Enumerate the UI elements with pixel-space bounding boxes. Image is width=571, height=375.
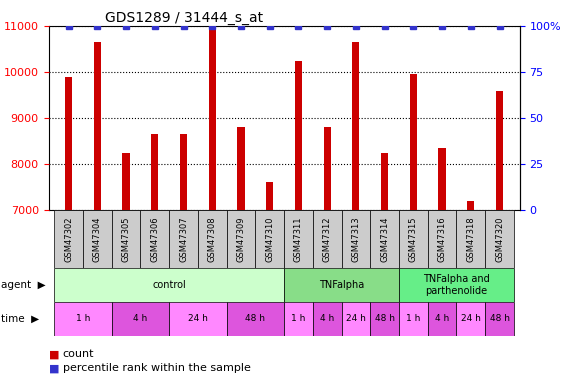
Text: 48 h: 48 h bbox=[246, 314, 266, 323]
Text: 48 h: 48 h bbox=[489, 314, 509, 323]
Bar bbox=[324, 128, 331, 210]
Bar bbox=[54, 302, 112, 336]
Bar bbox=[238, 128, 244, 210]
Bar bbox=[54, 210, 83, 268]
Bar bbox=[341, 302, 370, 336]
Text: GSM47309: GSM47309 bbox=[236, 216, 246, 262]
Bar bbox=[313, 210, 341, 268]
Bar bbox=[313, 302, 341, 336]
Bar bbox=[112, 302, 169, 336]
Bar bbox=[227, 210, 255, 268]
Bar bbox=[485, 302, 514, 336]
Text: GSM47314: GSM47314 bbox=[380, 216, 389, 262]
Text: GSM47302: GSM47302 bbox=[64, 216, 73, 262]
Text: 48 h: 48 h bbox=[375, 314, 395, 323]
Text: GSM47315: GSM47315 bbox=[409, 216, 418, 262]
Bar bbox=[467, 201, 475, 210]
Text: 4 h: 4 h bbox=[320, 314, 334, 323]
Text: 4 h: 4 h bbox=[133, 314, 147, 323]
Bar bbox=[94, 42, 101, 210]
Bar bbox=[151, 134, 158, 210]
Text: GSM47312: GSM47312 bbox=[323, 216, 332, 262]
Bar bbox=[295, 61, 302, 210]
Text: 24 h: 24 h bbox=[188, 314, 208, 323]
Text: GSM47316: GSM47316 bbox=[437, 216, 447, 262]
Text: ■: ■ bbox=[49, 350, 59, 359]
Bar bbox=[341, 210, 370, 268]
Text: 1 h: 1 h bbox=[291, 314, 305, 323]
Bar bbox=[428, 210, 456, 268]
Bar bbox=[485, 210, 514, 268]
Bar bbox=[180, 134, 187, 210]
Text: GSM47320: GSM47320 bbox=[495, 216, 504, 262]
Text: GSM47318: GSM47318 bbox=[467, 216, 475, 262]
Text: GSM47308: GSM47308 bbox=[208, 216, 217, 262]
Bar bbox=[266, 183, 274, 210]
Bar bbox=[169, 302, 227, 336]
Text: GSM47304: GSM47304 bbox=[93, 216, 102, 262]
Bar bbox=[284, 302, 313, 336]
Text: 1 h: 1 h bbox=[406, 314, 420, 323]
Bar bbox=[496, 91, 503, 210]
Text: 4 h: 4 h bbox=[435, 314, 449, 323]
Bar bbox=[439, 148, 445, 210]
Bar bbox=[284, 210, 313, 268]
Text: TNFalpha and
parthenolide: TNFalpha and parthenolide bbox=[423, 274, 490, 296]
Bar bbox=[140, 210, 169, 268]
Bar bbox=[381, 153, 388, 210]
Text: 24 h: 24 h bbox=[346, 314, 366, 323]
Text: GDS1289 / 31444_s_at: GDS1289 / 31444_s_at bbox=[105, 11, 263, 25]
Bar bbox=[284, 268, 399, 302]
Text: GSM47313: GSM47313 bbox=[351, 216, 360, 262]
Bar bbox=[370, 302, 399, 336]
Bar bbox=[112, 210, 140, 268]
Bar bbox=[428, 302, 456, 336]
Text: count: count bbox=[63, 350, 94, 359]
Bar bbox=[456, 210, 485, 268]
Text: 1 h: 1 h bbox=[76, 314, 90, 323]
Bar bbox=[198, 210, 227, 268]
Text: GSM47306: GSM47306 bbox=[150, 216, 159, 262]
Bar bbox=[54, 268, 284, 302]
Bar bbox=[83, 210, 112, 268]
Text: control: control bbox=[152, 280, 186, 290]
Bar bbox=[410, 75, 417, 210]
Text: agent  ▶: agent ▶ bbox=[1, 280, 45, 290]
Text: time  ▶: time ▶ bbox=[1, 314, 39, 324]
Text: GSM47310: GSM47310 bbox=[265, 216, 274, 262]
Text: GSM47305: GSM47305 bbox=[122, 216, 131, 262]
Text: GSM47311: GSM47311 bbox=[294, 216, 303, 262]
Text: 24 h: 24 h bbox=[461, 314, 481, 323]
Bar bbox=[399, 210, 428, 268]
Bar bbox=[352, 42, 360, 210]
Text: GSM47307: GSM47307 bbox=[179, 216, 188, 262]
Text: ■: ■ bbox=[49, 363, 59, 373]
Bar bbox=[208, 26, 216, 210]
Bar bbox=[123, 153, 130, 210]
Bar bbox=[399, 268, 514, 302]
Bar bbox=[65, 77, 73, 210]
Bar bbox=[399, 302, 428, 336]
Bar bbox=[255, 210, 284, 268]
Text: TNFalpha: TNFalpha bbox=[319, 280, 364, 290]
Bar bbox=[227, 302, 284, 336]
Text: percentile rank within the sample: percentile rank within the sample bbox=[63, 363, 251, 373]
Bar bbox=[370, 210, 399, 268]
Bar bbox=[169, 210, 198, 268]
Bar bbox=[456, 302, 485, 336]
